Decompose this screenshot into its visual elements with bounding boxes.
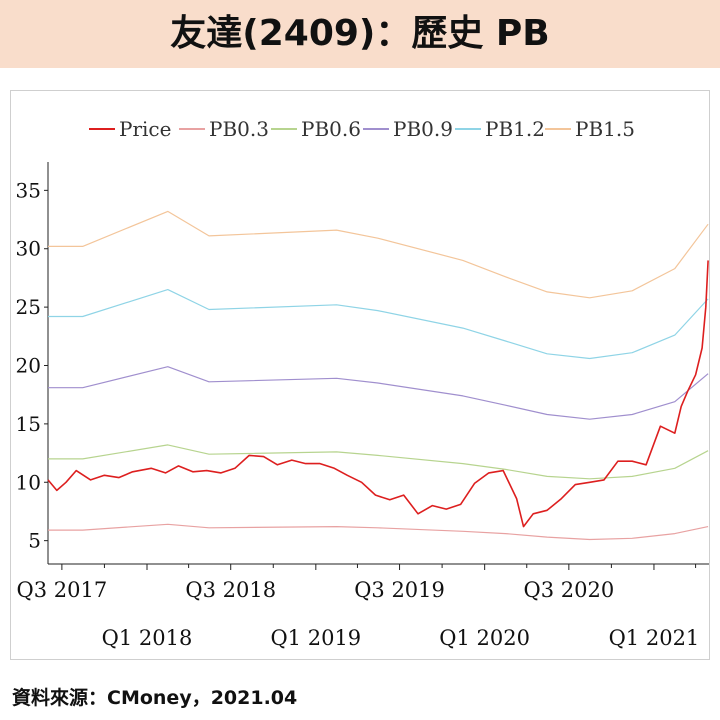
pb-band-chart: 5 10 15 20 25 30 35 Q3 2017 Q3 2018 Q3 2019 Q3 202… (16, 117, 709, 650)
legend-label: PB1.2 (485, 117, 545, 141)
x-tick-label: Q3 2020 (523, 578, 614, 602)
x-tick-label: Q3 2019 (354, 578, 445, 602)
series-line-pb03 (48, 523, 709, 541)
y-tick-label: 30 (16, 237, 41, 261)
page-title: 友達(2409)：歷史 PB (170, 13, 550, 54)
y-tick-label: 5 (28, 529, 41, 553)
y-tick-label: 10 (16, 470, 41, 494)
source-note: 資料來源：CMoney，2021.04 (12, 687, 298, 709)
y-tick-label: 15 (16, 412, 41, 436)
series-line-pb15 (48, 210, 709, 299)
series-line-price (47, 260, 709, 528)
chart-frame: 5 10 15 20 25 30 35 Q3 2017 Q3 2018 Q3 2019 Q3 202… (10, 90, 710, 660)
y-tick-label: 20 (16, 354, 41, 378)
title-bar (0, 0, 720, 68)
y-tick-label: 25 (16, 295, 41, 319)
legend-label: PB0.9 (393, 117, 453, 141)
series-line-pb12 (48, 289, 709, 360)
legend-label: PB0.6 (301, 117, 361, 141)
x-tick-label: Q1 2019 (270, 626, 361, 650)
x-tick-label: Q3 2017 (17, 578, 108, 602)
legend-label: PB1.5 (575, 117, 635, 141)
x-tick-label: Q1 2018 (102, 626, 193, 650)
x-tick-label: Q3 2018 (185, 578, 276, 602)
legend-label: Price (119, 117, 171, 141)
series-line-pb09 (48, 366, 709, 420)
series-line-pb06 (48, 444, 709, 480)
x-tick-label: Q1 2020 (439, 626, 530, 650)
legend-label: PB0.3 (209, 117, 269, 141)
x-tick-label: Q1 2021 (609, 626, 700, 650)
y-tick-label: 35 (16, 178, 41, 202)
